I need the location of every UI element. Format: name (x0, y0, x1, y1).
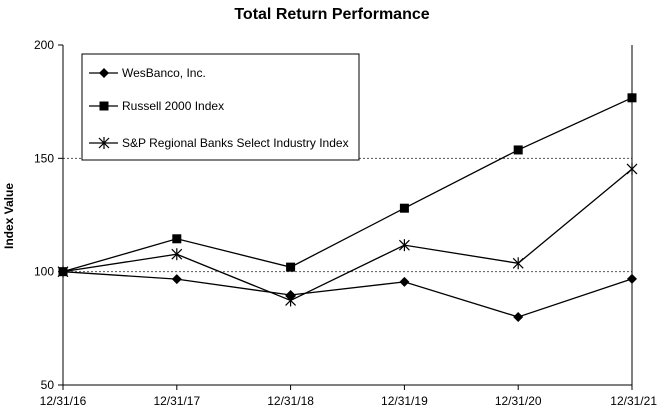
series-1 (58, 266, 637, 322)
square-marker (627, 93, 637, 103)
x-tick-label: 12/31/19 (381, 394, 428, 408)
y-tick-label: 200 (34, 38, 54, 52)
x-tick-label: 12/31/21 (610, 394, 657, 408)
x-tick-label: 12/31/17 (153, 394, 200, 408)
y-tick-label: 100 (34, 265, 54, 279)
x-tick-label: 12/31/16 (40, 394, 87, 408)
legend-label: WesBanco, Inc. (122, 66, 206, 80)
legend-item: S&P Regional Banks Select Industry Index (89, 136, 349, 150)
legend-label: Russell 2000 Index (122, 99, 224, 113)
square-marker (399, 203, 409, 213)
series-line (62, 97, 633, 273)
x-tick-label: 12/31/18 (267, 394, 314, 408)
series-line (62, 168, 633, 302)
star-marker (626, 162, 638, 175)
diamond-marker (399, 276, 410, 287)
diamond-marker (99, 68, 109, 78)
diamond-marker (513, 312, 524, 322)
square-marker (172, 234, 182, 244)
square-marker (513, 145, 523, 155)
series-group (57, 93, 638, 322)
legend-label: S&P Regional Banks Select Industry Index (122, 136, 349, 150)
diamond-marker (171, 274, 182, 285)
gridlines (63, 157, 632, 273)
star-marker (285, 294, 297, 307)
star-marker (512, 257, 524, 270)
legend: WesBanco, Inc. Russell 2000 Index S&P Regi… (81, 53, 360, 161)
legend-item: WesBanco, Inc. (89, 66, 206, 80)
series-line (62, 271, 633, 318)
x-tick-label: 12/31/20 (495, 394, 542, 408)
y-tick-label: 150 (34, 151, 54, 165)
star-marker (98, 137, 110, 149)
star-marker (398, 239, 410, 252)
square-marker (286, 262, 296, 272)
legend-box (81, 53, 360, 161)
y-axis-label: Index Value (2, 183, 16, 249)
y-tick-label: 50 (41, 378, 55, 392)
diamond-marker (627, 273, 637, 284)
x-ticks: 12/31/16 12/31/17 12/31/18 12/31/19 12/31/20… (40, 385, 657, 408)
chart-title: Total Return Performance (234, 6, 429, 23)
y-ticks: 50 100 150 200 (34, 38, 63, 392)
star-marker (57, 265, 69, 278)
legend-item: Russell 2000 Index (89, 99, 224, 113)
square-marker (99, 101, 109, 111)
star-marker (171, 248, 183, 261)
series-3 (57, 162, 638, 307)
